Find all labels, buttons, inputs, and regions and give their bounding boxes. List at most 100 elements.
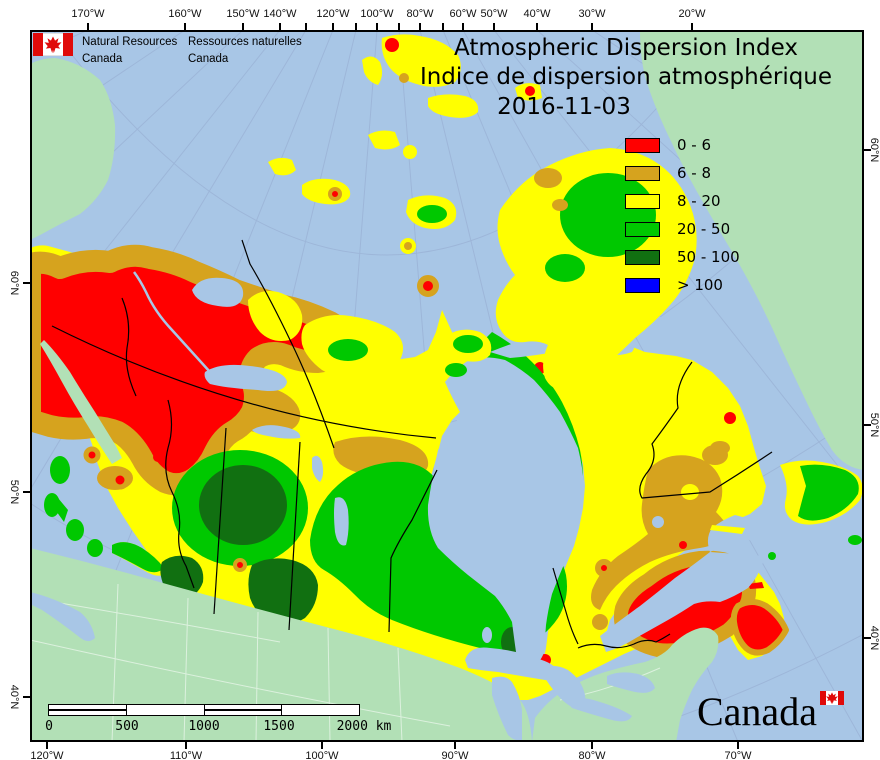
latitude-tick bbox=[864, 149, 871, 151]
legend-swatch bbox=[625, 221, 660, 237]
longitude-label: 150°W bbox=[226, 8, 260, 20]
logo-text-en: Natural Resources Canada bbox=[82, 36, 178, 66]
legend-row: 0 - 6 bbox=[625, 131, 740, 159]
water-bodies bbox=[132, 271, 767, 741]
longitude-label: 90°W bbox=[441, 750, 469, 760]
longitude-tick bbox=[419, 23, 421, 30]
longitude-label: 30°W bbox=[578, 8, 606, 20]
legend-swatch bbox=[625, 249, 660, 265]
longitude-label: 160°W bbox=[168, 8, 202, 20]
st-lawrence-gulf bbox=[600, 515, 767, 652]
latitude-tick bbox=[23, 696, 30, 698]
anticosti-island bbox=[710, 525, 745, 534]
title-english: Atmospheric Dispersion Index bbox=[454, 35, 798, 61]
longitude-label: 80°W bbox=[406, 8, 434, 20]
legend-label: 50 - 100 bbox=[677, 248, 740, 266]
latitude-label: 60°N bbox=[8, 270, 20, 296]
legend-label: 8 - 20 bbox=[677, 192, 721, 210]
scale-label: 500 bbox=[115, 719, 139, 734]
latitude-tick bbox=[864, 424, 871, 426]
logo-text-fr: Ressources naturelles Canada bbox=[188, 36, 302, 66]
legend-swatch bbox=[625, 193, 660, 209]
lake-ontario bbox=[607, 672, 655, 693]
map-frame bbox=[30, 30, 864, 742]
legend-label: 20 - 50 bbox=[677, 220, 731, 238]
longitude-label: 110°W bbox=[169, 750, 203, 760]
scale-segment bbox=[125, 705, 204, 715]
latitude-label: 50°N bbox=[8, 479, 20, 505]
longitude-label: 100°W bbox=[305, 750, 339, 760]
legend-swatch bbox=[625, 165, 660, 181]
longitude-tick bbox=[321, 742, 323, 749]
longitude-tick bbox=[398, 23, 400, 30]
longitude-tick bbox=[462, 23, 464, 30]
longitude-tick bbox=[184, 23, 186, 30]
legend-row: 50 - 100 bbox=[625, 243, 740, 271]
legend-row: > 100 bbox=[625, 271, 740, 299]
legend-row: 20 - 50 bbox=[625, 215, 740, 243]
hudson-bay bbox=[427, 357, 584, 668]
lake-superior bbox=[465, 647, 559, 681]
mackenzie-river bbox=[132, 271, 211, 373]
canada-flag-icon bbox=[33, 33, 73, 56]
lake-erie bbox=[565, 697, 632, 722]
longitude-tick bbox=[442, 23, 444, 30]
scale-segment bbox=[203, 705, 282, 715]
longitude-tick bbox=[87, 23, 89, 30]
legend-label: > 100 bbox=[677, 276, 723, 294]
longitude-tick bbox=[242, 23, 244, 30]
longitude-tick bbox=[691, 23, 693, 30]
longitude-tick bbox=[536, 23, 538, 30]
greenland bbox=[640, 31, 864, 470]
title-date: 2016-11-03 bbox=[497, 93, 631, 120]
scale-label: 1500 bbox=[263, 719, 295, 734]
scale-label: 2000 km bbox=[336, 719, 392, 734]
legend-label: 0 - 6 bbox=[677, 136, 712, 154]
longitude-tick bbox=[355, 23, 357, 30]
latitude-label: 50°N bbox=[868, 412, 880, 438]
title-french: Indice de dispersion atmosphérique bbox=[419, 64, 833, 91]
great-slave-lake bbox=[204, 364, 287, 391]
devon-island bbox=[428, 94, 479, 118]
lake-michigan bbox=[492, 676, 522, 741]
alaska bbox=[30, 58, 116, 240]
adi-legend: 0 - 6 6 - 8 8 - 20 20 - 50 50 - 100 > 100 bbox=[625, 131, 740, 299]
non-canada-land bbox=[30, 31, 864, 742]
canada-adi-map bbox=[30, 30, 864, 742]
province-borders bbox=[51, 239, 773, 649]
longitude-label: 140°W bbox=[263, 8, 297, 20]
scale-segment bbox=[49, 705, 126, 715]
islands bbox=[54, 34, 863, 560]
longitude-tick bbox=[305, 23, 307, 30]
canada-wordmark: Canada bbox=[697, 689, 817, 734]
legend-row: 6 - 8 bbox=[625, 159, 740, 187]
legend-label: 6 - 8 bbox=[677, 164, 712, 182]
scale-segment bbox=[281, 705, 359, 715]
scale-bar: 0 500 1000 1500 2000 km bbox=[45, 704, 391, 734]
longitude-tick bbox=[46, 742, 48, 749]
longitude-tick bbox=[185, 742, 187, 749]
lake-athabasca bbox=[252, 425, 301, 439]
longitude-tick bbox=[493, 23, 495, 30]
latitude-tick bbox=[864, 637, 871, 639]
latitude-label: 40°N bbox=[8, 684, 20, 710]
latitude-tick bbox=[23, 491, 30, 493]
longitude-label: 40°W bbox=[523, 8, 551, 20]
longitude-tick bbox=[279, 23, 281, 30]
legend-row: 8 - 20 bbox=[625, 187, 740, 215]
longitude-tick bbox=[332, 23, 334, 30]
longitude-label: 100°W bbox=[360, 8, 394, 20]
longitude-label: 120°W bbox=[316, 8, 350, 20]
latitude-tick bbox=[23, 282, 30, 284]
usa-west bbox=[30, 548, 532, 742]
longitude-tick bbox=[376, 23, 378, 30]
legend-swatch bbox=[625, 277, 660, 293]
longitude-tick bbox=[454, 742, 456, 749]
latitude-label: 60°N bbox=[868, 137, 880, 163]
longitude-label: 80°W bbox=[578, 750, 606, 760]
alaska-panhandle bbox=[40, 340, 122, 464]
longitude-label: 60°W bbox=[449, 8, 477, 20]
longitude-label: 120°W bbox=[30, 750, 64, 760]
lake-winnipeg bbox=[334, 497, 349, 546]
map-title: Atmospheric Dispersion Index Indice de d… bbox=[398, 34, 854, 122]
